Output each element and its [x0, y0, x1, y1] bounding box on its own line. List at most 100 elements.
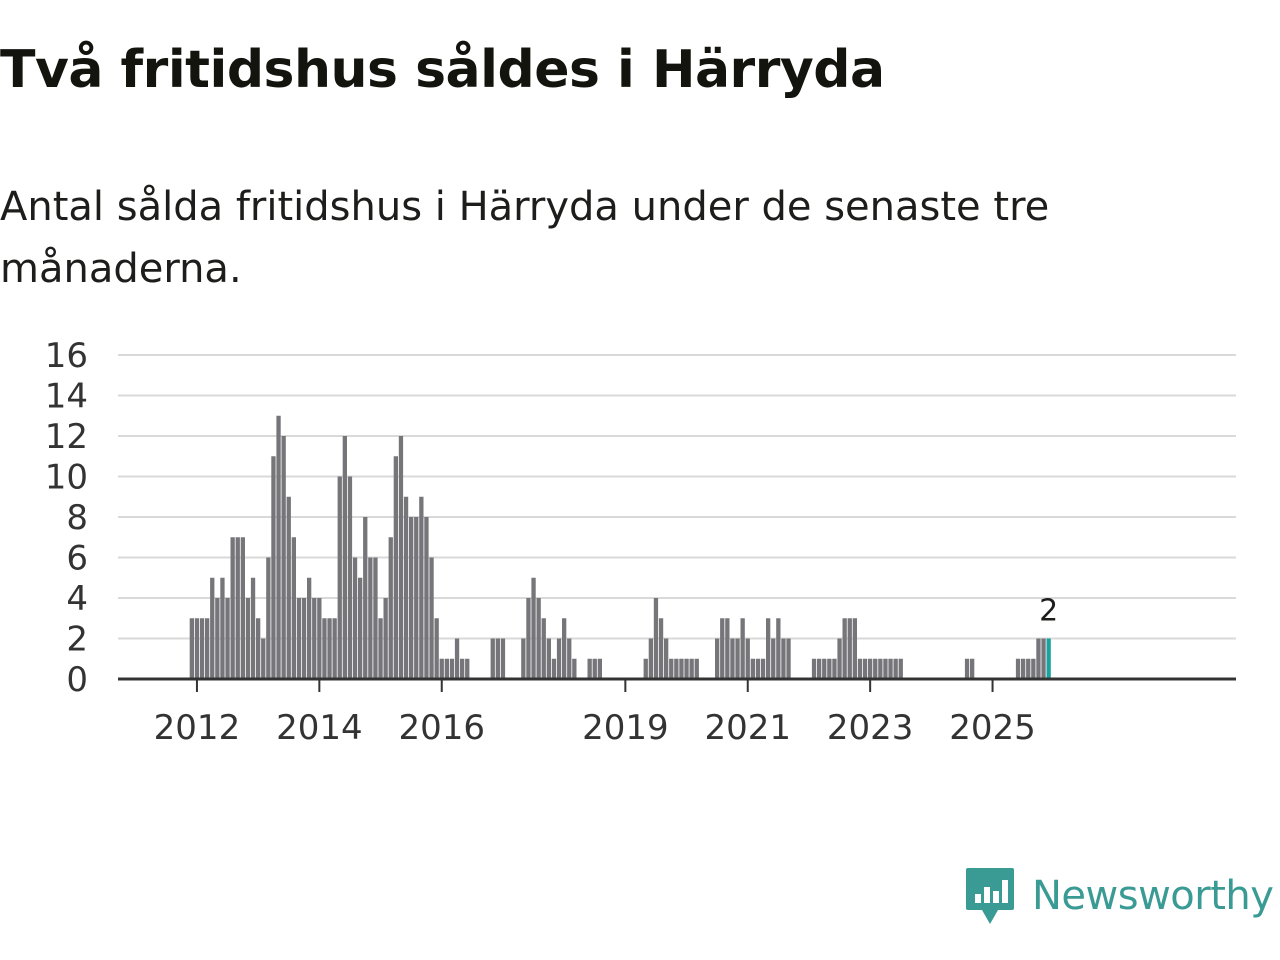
bar: [531, 577, 536, 679]
bar: [868, 658, 873, 679]
newsworthy-logo: Newsworthy: [964, 864, 1274, 928]
y-tick-label: 4: [66, 579, 88, 619]
bar: [235, 537, 240, 679]
bar: [755, 658, 761, 679]
bar: [286, 496, 291, 679]
bar: [225, 598, 230, 679]
x-tick-label: 2025: [949, 708, 1036, 740]
bar: [199, 618, 205, 679]
bar-highlight: [1046, 638, 1051, 679]
bar: [1021, 658, 1026, 679]
bar: [745, 638, 750, 679]
bar: [281, 436, 286, 679]
bar: [964, 658, 970, 679]
bar: [419, 496, 424, 679]
bar: [852, 618, 857, 679]
y-tick-label: 8: [66, 498, 88, 538]
bar: [383, 598, 388, 679]
bar: [189, 618, 194, 679]
bar: [842, 618, 847, 679]
bar: [526, 598, 531, 679]
bar: [393, 456, 398, 679]
bar: [664, 638, 669, 679]
chart-subtitle: Antal sålda fritidshus i Härryda under d…: [0, 184, 1050, 292]
bar: [449, 658, 455, 679]
x-tick-label: 2023: [827, 708, 914, 740]
bar: [276, 415, 281, 679]
y-tick-label: 2: [66, 620, 88, 660]
bar: [781, 638, 786, 679]
y-tick-label: 16: [45, 336, 88, 376]
bar: [653, 598, 659, 679]
bar: [689, 658, 694, 679]
bar: [210, 577, 215, 679]
y-tick-label: 6: [66, 539, 88, 579]
x-tick-label: 2014: [276, 708, 363, 740]
bar: [250, 577, 256, 679]
bar: [893, 658, 898, 679]
bar: [1041, 638, 1046, 679]
bar: [771, 638, 776, 679]
bar: [694, 658, 699, 679]
bar: [205, 618, 210, 679]
x-tick-label: 2012: [154, 708, 241, 740]
bar: [240, 537, 245, 679]
bar: [296, 598, 302, 679]
bar: [256, 618, 261, 679]
bar: [1015, 658, 1021, 679]
bar: [373, 557, 378, 679]
bar: [291, 537, 296, 679]
bar: [460, 658, 465, 679]
newsworthy-chat-bars-icon: [966, 868, 1014, 924]
y-tick-label: 0: [66, 660, 88, 700]
bar: [245, 598, 251, 679]
bar: [347, 476, 353, 679]
bar: [556, 638, 562, 679]
bar: [546, 638, 551, 679]
bar: [883, 658, 888, 679]
bar: [230, 537, 235, 679]
bar: [669, 658, 674, 679]
bar: [521, 638, 526, 679]
bar: [811, 658, 817, 679]
bar: [674, 658, 679, 679]
bar: [817, 658, 822, 679]
bar: [465, 658, 470, 679]
y-tick-label: 10: [45, 458, 88, 498]
bar: [261, 638, 266, 679]
bar: [648, 638, 653, 679]
bar: [862, 658, 868, 679]
x-tick-label: 2016: [398, 708, 485, 740]
x-tick-label: 2019: [582, 708, 669, 740]
bar: [378, 618, 383, 679]
bar: [363, 517, 368, 679]
bar: [439, 658, 444, 679]
bar: [572, 658, 577, 679]
bar: [409, 517, 414, 679]
bar: [312, 598, 317, 679]
bar: [587, 658, 592, 679]
chart-title: Två fritidshus såldes i Härryda: [0, 40, 885, 100]
bar: [760, 658, 766, 679]
bar: [592, 658, 597, 679]
bar: [215, 598, 220, 679]
y-tick-label: 12: [45, 417, 88, 457]
bar: [317, 598, 322, 679]
bar: [597, 658, 602, 679]
bar: [332, 618, 337, 679]
bar: [495, 638, 500, 679]
bar: [827, 658, 832, 679]
bar: [424, 517, 429, 679]
bar: [403, 496, 409, 679]
bar: [730, 638, 735, 679]
bar: [658, 618, 664, 679]
bars: [189, 415, 1051, 679]
bar: [398, 436, 404, 679]
bar: [266, 557, 271, 679]
bar: [643, 658, 648, 679]
bar: [368, 557, 373, 679]
bar: [388, 537, 393, 679]
bar: [429, 557, 434, 679]
bar: [720, 618, 725, 679]
